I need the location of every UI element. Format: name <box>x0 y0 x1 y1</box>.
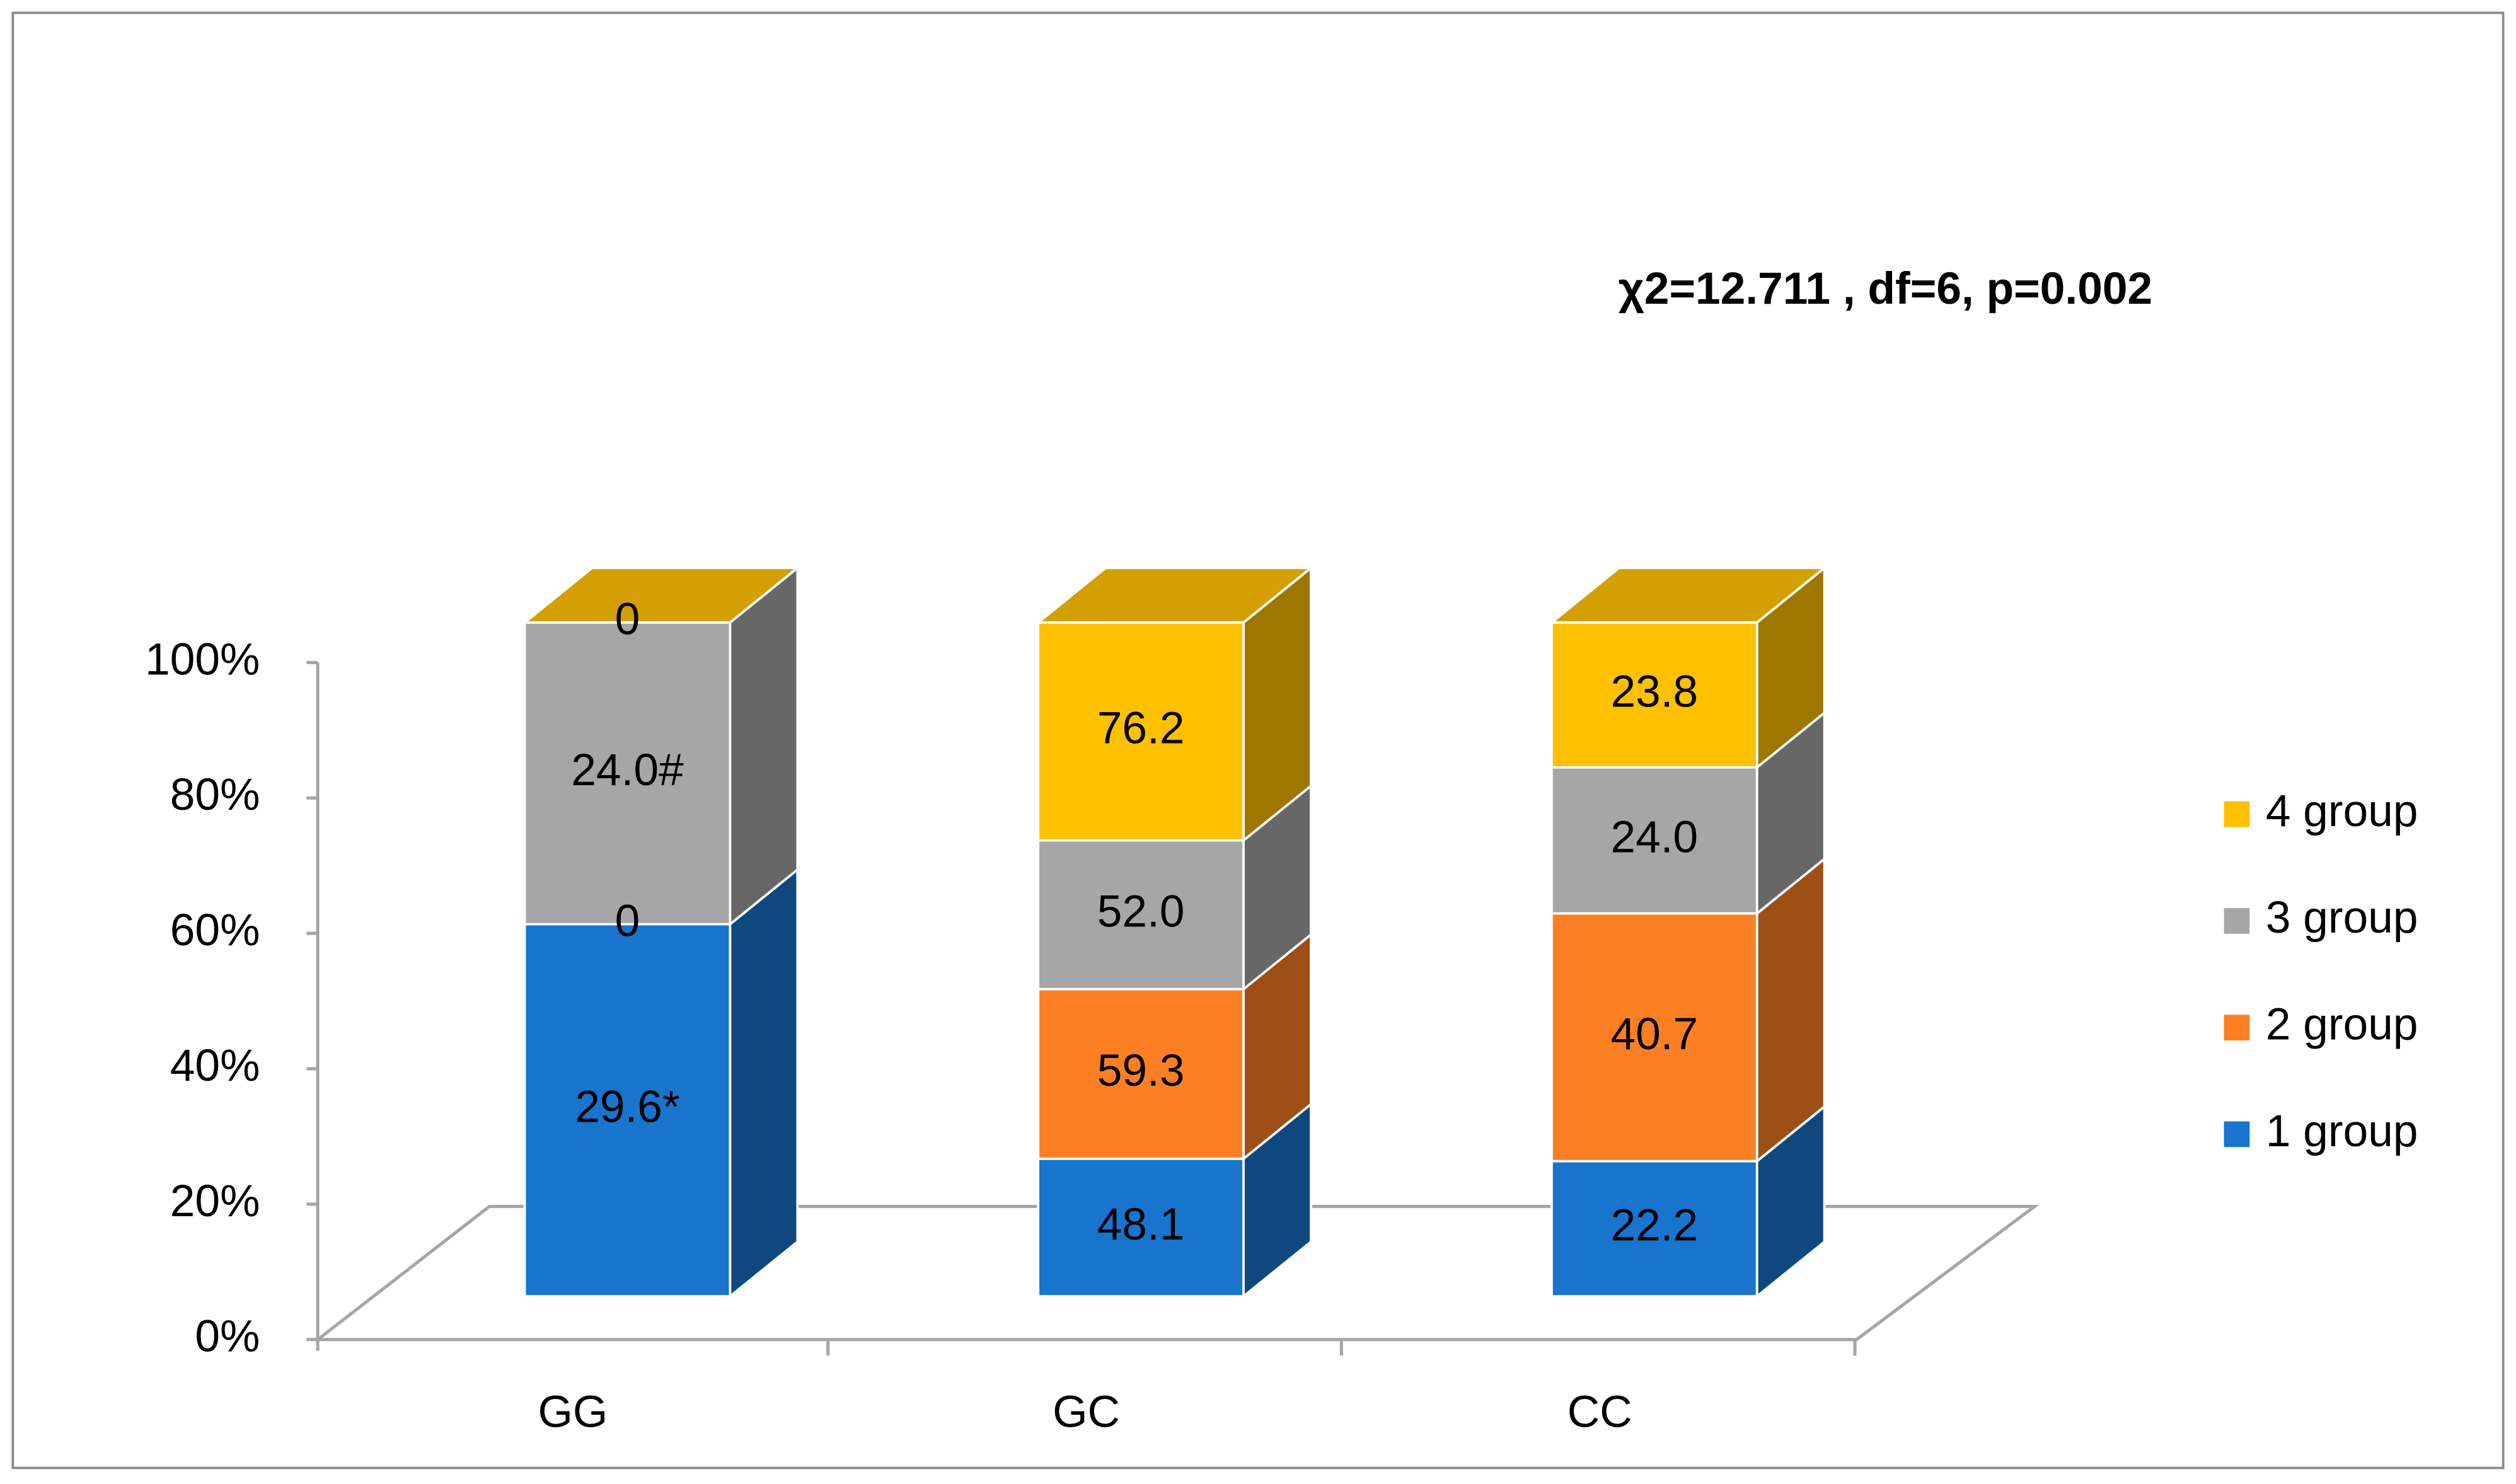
bar <box>1037 987 1245 1160</box>
legend-label: 1 group <box>2266 1106 2418 1156</box>
bar-top <box>1034 567 1315 624</box>
y-tick-label: 40% <box>170 1040 260 1091</box>
legend-swatch <box>2224 1121 2250 1148</box>
value-label: 29.6* <box>575 1082 679 1132</box>
legend-label: 2 group <box>2266 999 2418 1050</box>
bar-side <box>729 867 799 1299</box>
value-label: 52.0 <box>1097 886 1185 936</box>
value-label: 76.2 <box>1097 703 1185 754</box>
value-label: 48.1 <box>1097 1199 1185 1250</box>
value-label: 0 <box>615 594 640 645</box>
value-label: 59.3 <box>1097 1045 1185 1096</box>
annotation: χ2=12.711 , df=6, p=0.002 <box>1619 263 2152 314</box>
value-label: 24.0 <box>1610 812 1698 862</box>
y-tick-label: 100% <box>145 634 260 684</box>
x-tick-label: GC <box>1053 1386 1120 1437</box>
bar <box>1550 621 1758 769</box>
bar <box>1550 766 1758 915</box>
bar-side <box>729 565 799 927</box>
value-label: 0 <box>615 895 640 946</box>
bar <box>523 923 732 1298</box>
y-tick-label: 0% <box>195 1311 260 1362</box>
legend-label: 3 group <box>2266 892 2418 943</box>
legend-label: 4 group <box>2266 786 2418 836</box>
bar <box>1037 621 1245 842</box>
bar-top <box>521 567 801 624</box>
value-label: 23.8 <box>1610 667 1698 717</box>
y-tick-label: 80% <box>170 769 260 820</box>
legend-swatch <box>2224 908 2250 934</box>
legend-swatch <box>2224 801 2250 827</box>
bar <box>523 621 732 926</box>
value-label: 24.0# <box>571 745 684 795</box>
bar <box>1550 1159 1758 1298</box>
x-tick-label: CC <box>1567 1386 1632 1437</box>
value-label: 40.7 <box>1610 1009 1698 1059</box>
value-label: 22.2 <box>1610 1200 1698 1251</box>
x-tick-label: GG <box>538 1386 608 1437</box>
legend-swatch <box>2224 1015 2250 1041</box>
bar <box>1037 839 1245 991</box>
bar-top <box>1548 567 1828 624</box>
floor <box>313 1204 2040 1342</box>
y-tick-label: 60% <box>170 905 260 955</box>
y-tick-label: 20% <box>170 1176 260 1226</box>
